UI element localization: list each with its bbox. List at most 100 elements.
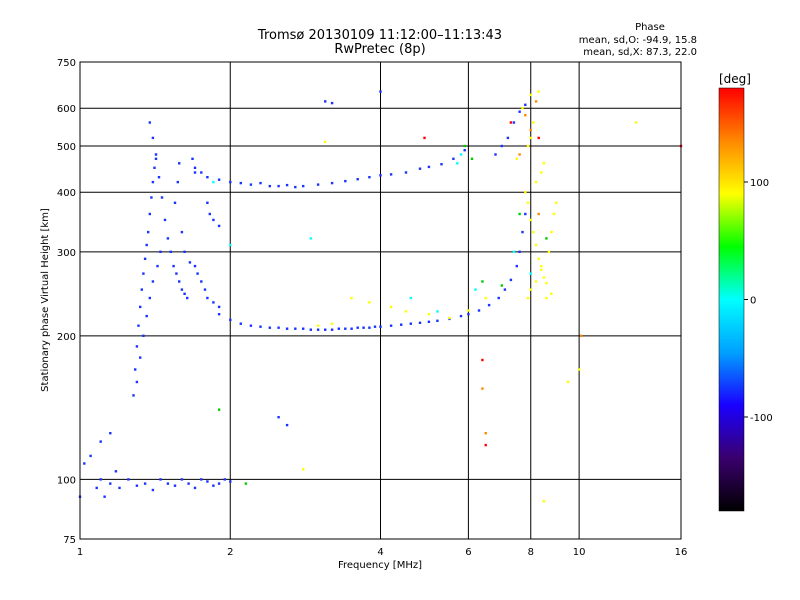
data-point bbox=[344, 179, 347, 183]
data-point bbox=[193, 166, 197, 169]
data-point bbox=[529, 136, 532, 140]
data-point bbox=[540, 268, 543, 271]
data-point bbox=[484, 296, 487, 300]
data-point bbox=[196, 272, 199, 275]
data-point bbox=[350, 327, 353, 330]
phase-stats-heading: Phase bbox=[635, 22, 665, 33]
data-point bbox=[99, 440, 102, 443]
data-point bbox=[137, 324, 140, 327]
data-point bbox=[212, 484, 215, 487]
data-point bbox=[463, 144, 466, 148]
data-point bbox=[463, 149, 466, 152]
data-point bbox=[344, 327, 347, 330]
data-point bbox=[580, 334, 583, 337]
data-point bbox=[423, 136, 426, 140]
data-point bbox=[534, 280, 538, 283]
y-tick-label: 200 bbox=[57, 332, 76, 343]
data-point bbox=[540, 264, 543, 268]
data-point bbox=[524, 114, 527, 117]
data-point bbox=[467, 313, 470, 316]
data-point bbox=[373, 325, 377, 328]
x-tick-label: 16 bbox=[675, 547, 688, 558]
data-point bbox=[212, 218, 215, 222]
data-point bbox=[521, 230, 524, 234]
data-point bbox=[545, 281, 548, 285]
data-point bbox=[132, 394, 135, 397]
data-point bbox=[159, 250, 162, 253]
x-tick-label: 4 bbox=[377, 547, 383, 558]
data-point bbox=[259, 181, 262, 185]
data-point bbox=[294, 185, 297, 189]
data-point bbox=[178, 162, 181, 165]
data-point bbox=[239, 322, 242, 325]
data-point bbox=[217, 178, 221, 181]
data-point bbox=[545, 237, 548, 240]
data-point bbox=[206, 201, 209, 204]
data-point bbox=[151, 136, 155, 140]
data-point bbox=[529, 272, 532, 275]
data-point bbox=[509, 121, 513, 124]
data-point bbox=[166, 237, 170, 240]
data-point bbox=[518, 212, 521, 216]
y-tick-label: 750 bbox=[57, 58, 76, 69]
data-point bbox=[244, 482, 248, 485]
chart-subtitle: RwPretec (8p) bbox=[334, 42, 425, 57]
data-point bbox=[217, 224, 221, 228]
y-tick-label: 300 bbox=[57, 248, 76, 259]
data-point bbox=[208, 212, 211, 216]
data-point bbox=[330, 322, 334, 325]
data-point bbox=[95, 486, 98, 490]
data-point bbox=[534, 180, 538, 184]
data-point bbox=[552, 212, 556, 216]
data-point bbox=[223, 478, 226, 481]
data-point bbox=[524, 191, 527, 194]
data-point bbox=[316, 183, 320, 186]
data-point bbox=[135, 345, 139, 348]
data-point bbox=[217, 313, 221, 316]
data-point bbox=[481, 280, 484, 283]
data-point bbox=[277, 184, 280, 188]
data-point bbox=[180, 230, 184, 234]
data-point bbox=[324, 100, 327, 103]
data-point bbox=[183, 250, 186, 253]
data-point bbox=[154, 157, 158, 160]
data-point bbox=[157, 176, 161, 179]
y-tick-label: 400 bbox=[57, 188, 76, 199]
data-point bbox=[456, 162, 459, 165]
data-point bbox=[542, 500, 546, 503]
x-tick-label: 8 bbox=[528, 547, 534, 558]
data-point bbox=[148, 296, 151, 300]
data-point bbox=[151, 488, 155, 492]
data-point bbox=[324, 328, 327, 331]
data-point bbox=[145, 314, 148, 318]
data-point bbox=[484, 443, 487, 447]
data-point bbox=[180, 478, 184, 481]
y-tick-label: 500 bbox=[57, 142, 76, 153]
data-point bbox=[89, 454, 92, 458]
data-point bbox=[427, 165, 431, 169]
data-point bbox=[309, 237, 312, 240]
data-point bbox=[436, 310, 439, 313]
data-point bbox=[156, 264, 159, 268]
data-point bbox=[459, 314, 463, 318]
data-point bbox=[368, 176, 371, 179]
data-point bbox=[294, 327, 297, 330]
data-point bbox=[409, 322, 412, 325]
data-point bbox=[515, 264, 518, 268]
data-point bbox=[148, 212, 151, 216]
data-point bbox=[203, 288, 207, 291]
data-point bbox=[524, 103, 527, 106]
data-point bbox=[503, 288, 507, 291]
data-point bbox=[153, 166, 156, 169]
data-point bbox=[500, 284, 503, 287]
grid bbox=[80, 62, 681, 539]
data-point bbox=[409, 296, 412, 300]
y-tick-label: 600 bbox=[57, 104, 76, 115]
data-point bbox=[109, 482, 112, 485]
colorbar-gradient bbox=[718, 87, 745, 512]
y-tick-label: 75 bbox=[63, 535, 76, 546]
data-point bbox=[127, 478, 130, 481]
data-point bbox=[134, 368, 137, 371]
data-point bbox=[497, 296, 500, 300]
